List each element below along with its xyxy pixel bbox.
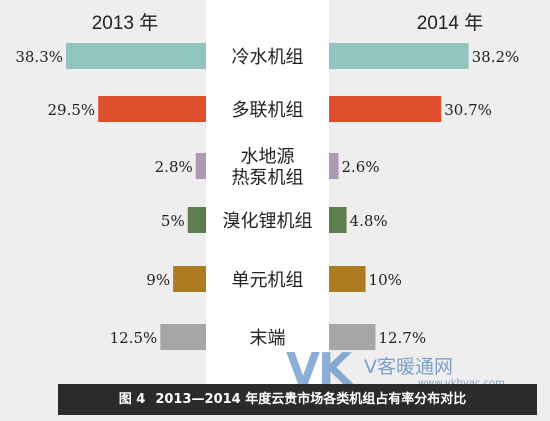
- category-label-4: 单元机组: [232, 270, 304, 291]
- series-label-2013: 2013 年: [92, 12, 159, 34]
- category-label-3: 溴化锂机组: [223, 211, 313, 232]
- data-label-2013-4: 9%: [146, 271, 170, 289]
- figure-caption-text: 2013—2014 年度云贵市场各类机组占有率分布对比: [155, 392, 467, 407]
- bar-2013-2: [195, 153, 206, 179]
- bar-2013-4: [173, 266, 206, 292]
- bar-2013-1: [98, 96, 206, 122]
- category-label-1: 多联机组: [232, 100, 304, 121]
- bar-2014-4: [329, 266, 366, 292]
- center-label-band: [206, 0, 329, 384]
- bar-2014-2: [329, 153, 339, 179]
- data-label-2013-1: 29.5%: [48, 101, 96, 119]
- data-label-2013-0: 38.3%: [15, 48, 63, 66]
- bar-2014-0: [329, 43, 469, 69]
- data-label-2013-3: 5%: [161, 212, 185, 230]
- bar-2014-1: [329, 96, 442, 122]
- figure-caption: 图 4 2013—2014 年度云贵市场各类机组占有率分布对比: [58, 384, 537, 415]
- category-label-5: 末端: [250, 328, 286, 349]
- data-label-2014-0: 38.2%: [472, 48, 520, 66]
- bar-2013-5: [160, 324, 206, 350]
- bar-2014-5: [329, 324, 376, 350]
- category-label-0: 冷水机组: [232, 47, 304, 68]
- data-label-2014-1: 30.7%: [444, 101, 492, 119]
- bar-2013-0: [66, 43, 206, 69]
- bar-2014-3: [329, 207, 347, 233]
- figure-number: 图 4: [118, 392, 146, 407]
- data-label-2013-2: 2.8%: [155, 158, 193, 176]
- data-label-2014-4: 10%: [369, 271, 402, 289]
- series-label-2014: 2014 年: [417, 12, 484, 34]
- bar-2013-3: [187, 207, 206, 233]
- category-label-2-line-1: 热泵机组: [232, 168, 304, 189]
- data-label-2014-5: 12.7%: [378, 329, 426, 347]
- data-label-2014-2: 2.6%: [342, 158, 380, 176]
- data-label-2013-5: 12.5%: [110, 329, 158, 347]
- watermark-name: V客暖通网: [364, 356, 453, 378]
- data-label-2014-3: 4.8%: [350, 212, 388, 230]
- category-label-2-line-0: 水地源: [241, 147, 295, 168]
- chart-marks: 38.3% 38.2% 冷水机组 29.5% 30.7% 多联机组 2.8% 2.6% 水地源热…: [15, 43, 519, 350]
- watermark-url: www.vkhvac.com: [418, 378, 505, 389]
